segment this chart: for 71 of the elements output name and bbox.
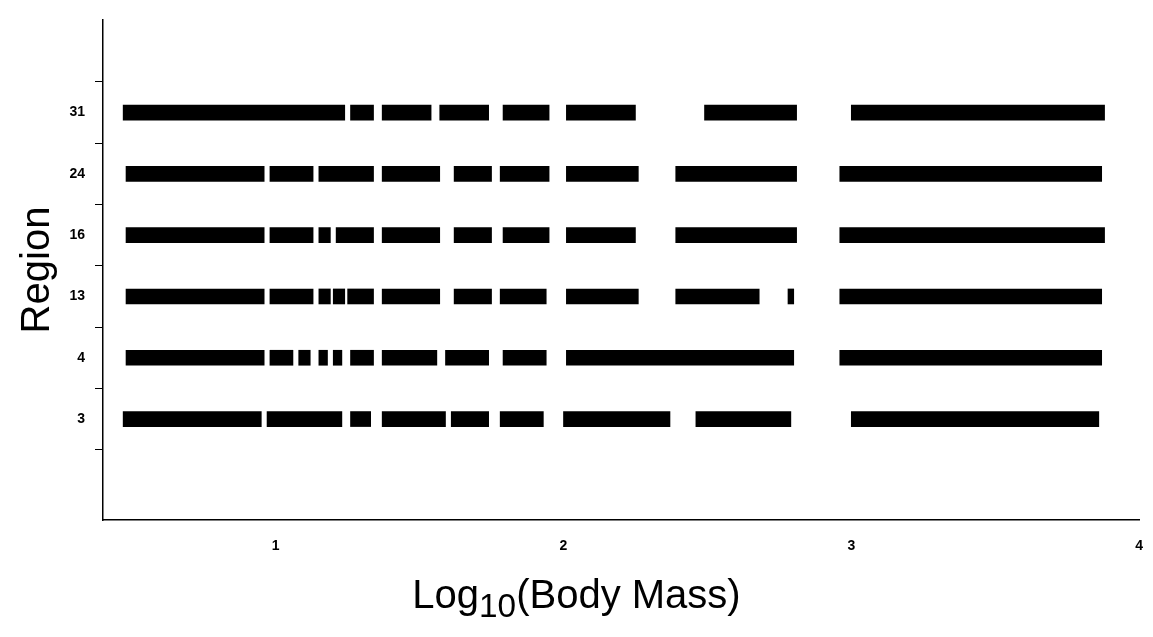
y-axis-title: Region — [12, 206, 58, 334]
y-tick-label: 24 — [69, 164, 86, 181]
x-tick-label: 3 — [847, 537, 856, 554]
bar — [318, 349, 328, 366]
bar — [269, 166, 314, 182]
bar — [566, 227, 636, 243]
bar — [502, 104, 550, 121]
bar — [318, 227, 331, 243]
bar — [350, 411, 371, 427]
bar — [502, 227, 550, 243]
bar — [122, 104, 346, 121]
x-tick-label: 1 — [271, 537, 280, 554]
x-axis-title: Log$_{10}$(Body Mass) — [411, 572, 742, 625]
bar — [675, 166, 797, 182]
bar — [269, 288, 314, 305]
bar — [453, 227, 492, 243]
bar — [675, 227, 797, 243]
bar — [381, 166, 441, 182]
bar — [350, 349, 374, 366]
bar — [850, 104, 1105, 121]
bar — [566, 288, 639, 305]
bar — [787, 288, 795, 305]
bar — [350, 104, 374, 121]
bar — [453, 166, 492, 182]
y-tick-label: 13 — [69, 287, 86, 304]
bar — [839, 166, 1103, 182]
x-tick-label: 4 — [1135, 537, 1144, 554]
bar — [499, 288, 547, 305]
bar — [704, 104, 797, 121]
bar — [499, 411, 544, 427]
y-tick-label: 31 — [69, 103, 86, 120]
bar — [850, 411, 1100, 427]
y-tick-label: 3 — [77, 409, 86, 426]
x-tick-label: 2 — [559, 537, 568, 554]
bar — [381, 349, 438, 366]
bar — [332, 288, 346, 305]
bar — [122, 411, 262, 427]
bar — [269, 227, 314, 243]
bar — [695, 411, 792, 427]
bar — [381, 104, 432, 121]
bar — [335, 227, 374, 243]
bar — [332, 349, 343, 366]
bar — [450, 411, 489, 427]
bar — [839, 288, 1103, 305]
bar — [445, 349, 489, 366]
bar — [318, 288, 331, 305]
bar — [502, 349, 547, 366]
y-tick-label: 4 — [77, 348, 86, 365]
bar — [266, 411, 343, 427]
bar — [298, 349, 311, 366]
bar — [125, 349, 265, 366]
bar — [318, 166, 374, 182]
bar — [499, 166, 550, 182]
bar — [566, 349, 795, 366]
y-tick-label: 16 — [69, 226, 86, 243]
bar — [839, 227, 1105, 243]
bar — [125, 166, 265, 182]
bar — [439, 104, 489, 121]
bar — [125, 227, 265, 243]
bar — [453, 288, 492, 305]
bar — [566, 166, 639, 182]
bar — [381, 288, 441, 305]
bar — [675, 288, 760, 305]
bar — [566, 104, 636, 121]
bar — [839, 349, 1103, 366]
bar — [125, 288, 265, 305]
bar — [381, 227, 441, 243]
bar — [347, 288, 374, 305]
bar — [269, 349, 294, 366]
bar — [381, 411, 446, 427]
bar — [563, 411, 671, 427]
